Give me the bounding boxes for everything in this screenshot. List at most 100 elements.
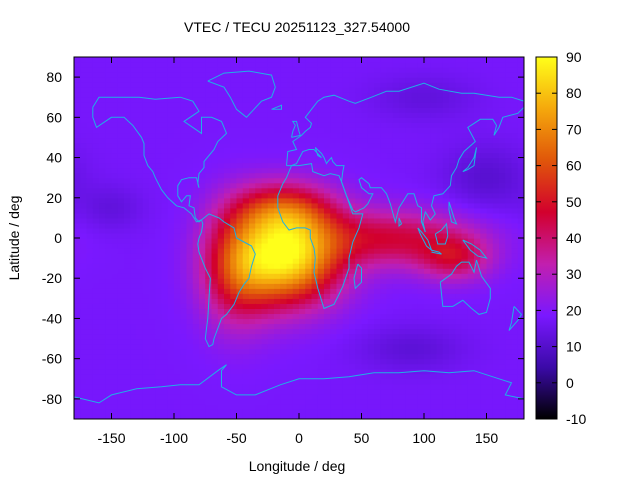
heatmap-cell — [174, 172, 181, 179]
heatmap-cell — [105, 222, 113, 229]
heatmap-cell — [236, 122, 244, 128]
heatmap-cell — [380, 338, 388, 345]
heatmap-cell — [324, 403, 331, 410]
heatmap-cell — [142, 112, 150, 118]
heatmap-cell — [161, 258, 169, 264]
heatmap-cell — [355, 167, 363, 174]
heatmap-cell — [336, 333, 344, 340]
heatmap-cell — [367, 328, 375, 335]
heatmap-cell — [324, 268, 331, 274]
heatmap-cell — [274, 323, 281, 330]
heatmap-cell — [217, 227, 225, 234]
heatmap-cell — [130, 408, 138, 415]
heatmap-cell — [186, 313, 194, 320]
heatmap-cell — [467, 368, 475, 375]
heatmap-cell — [230, 278, 238, 284]
heatmap-cell — [480, 107, 488, 113]
heatmap-cell — [505, 393, 513, 400]
heatmap-cell — [86, 212, 94, 219]
heatmap-cell — [211, 288, 219, 294]
heatmap-cell — [380, 217, 388, 224]
heatmap-cell — [161, 82, 169, 88]
heatmap-cell — [436, 313, 444, 320]
heatmap-cell — [99, 182, 106, 189]
heatmap-cell — [474, 248, 481, 254]
heatmap-cell — [305, 388, 313, 395]
heatmap-cell — [461, 77, 469, 83]
heatmap-cell — [186, 92, 194, 98]
heatmap-cell — [336, 217, 344, 224]
heatmap-cell — [105, 202, 113, 209]
heatmap-cell — [317, 142, 325, 149]
heatmap-cell — [305, 278, 313, 284]
heatmap-cell — [286, 217, 294, 224]
heatmap-cell — [92, 72, 100, 78]
heatmap-cell — [174, 162, 181, 169]
heatmap-cell — [461, 62, 469, 68]
heatmap-cell — [267, 258, 275, 264]
heatmap-cell — [230, 57, 238, 63]
heatmap-cell — [142, 373, 150, 380]
heatmap-cell — [374, 102, 381, 108]
heatmap-cell — [211, 192, 219, 199]
heatmap-cell — [180, 57, 188, 63]
heatmap-cell — [436, 202, 444, 209]
heatmap-cell — [249, 383, 256, 390]
heatmap-cell — [236, 353, 244, 360]
heatmap-cell — [124, 227, 131, 234]
heatmap-cell — [130, 278, 138, 284]
heatmap-cell — [392, 182, 400, 189]
heatmap-cell — [274, 77, 281, 83]
heatmap-cell — [167, 57, 175, 63]
heatmap-cell — [411, 413, 419, 419]
heatmap-cell — [236, 298, 244, 304]
heatmap-cell — [324, 172, 331, 179]
heatmap-cell — [130, 328, 138, 335]
heatmap-cell — [161, 408, 169, 415]
heatmap-cell — [399, 303, 406, 309]
heatmap-cell — [417, 403, 425, 410]
heatmap-cell — [267, 298, 275, 304]
heatmap-cell — [124, 167, 131, 174]
heatmap-cell — [386, 182, 394, 189]
heatmap-cell — [180, 388, 188, 395]
chart-title: VTEC / TECU 20251123_327.54000 — [184, 19, 410, 35]
heatmap-cell — [161, 137, 169, 144]
heatmap-cell — [236, 212, 244, 219]
heatmap-cell — [361, 313, 369, 320]
heatmap-cell — [280, 313, 288, 320]
heatmap-cell — [280, 353, 288, 360]
heatmap-cell — [467, 112, 475, 118]
heatmap-cell — [217, 222, 225, 229]
heatmap-cell — [424, 177, 431, 184]
heatmap-cell — [136, 197, 144, 204]
heatmap-cell — [299, 413, 306, 419]
heatmap-cell — [180, 142, 188, 149]
heatmap-cell — [155, 318, 163, 325]
heatmap-cell — [336, 227, 344, 234]
heatmap-cell — [142, 398, 150, 405]
heatmap-cell — [474, 142, 481, 149]
heatmap-cell — [92, 258, 100, 264]
heatmap-cell — [149, 343, 156, 350]
heatmap-cell — [230, 222, 238, 229]
heatmap-cell — [274, 348, 281, 355]
heatmap-cell — [80, 192, 88, 199]
heatmap-cell — [205, 87, 213, 93]
heatmap-cell — [211, 393, 219, 400]
heatmap-cell — [392, 137, 400, 144]
heatmap-cell — [386, 122, 394, 128]
heatmap-cell — [230, 393, 238, 400]
heatmap-cell — [474, 263, 481, 269]
heatmap-cell — [186, 403, 194, 410]
heatmap-cell — [111, 192, 119, 199]
heatmap-cell — [392, 383, 400, 390]
heatmap-cell — [224, 398, 231, 405]
heatmap-cell — [117, 197, 125, 204]
heatmap-cell — [224, 393, 231, 400]
heatmap-cell — [211, 72, 219, 78]
heatmap-cell — [499, 202, 506, 209]
heatmap-cell — [305, 243, 313, 249]
heatmap-cell — [380, 353, 388, 360]
heatmap-cell — [430, 87, 438, 93]
